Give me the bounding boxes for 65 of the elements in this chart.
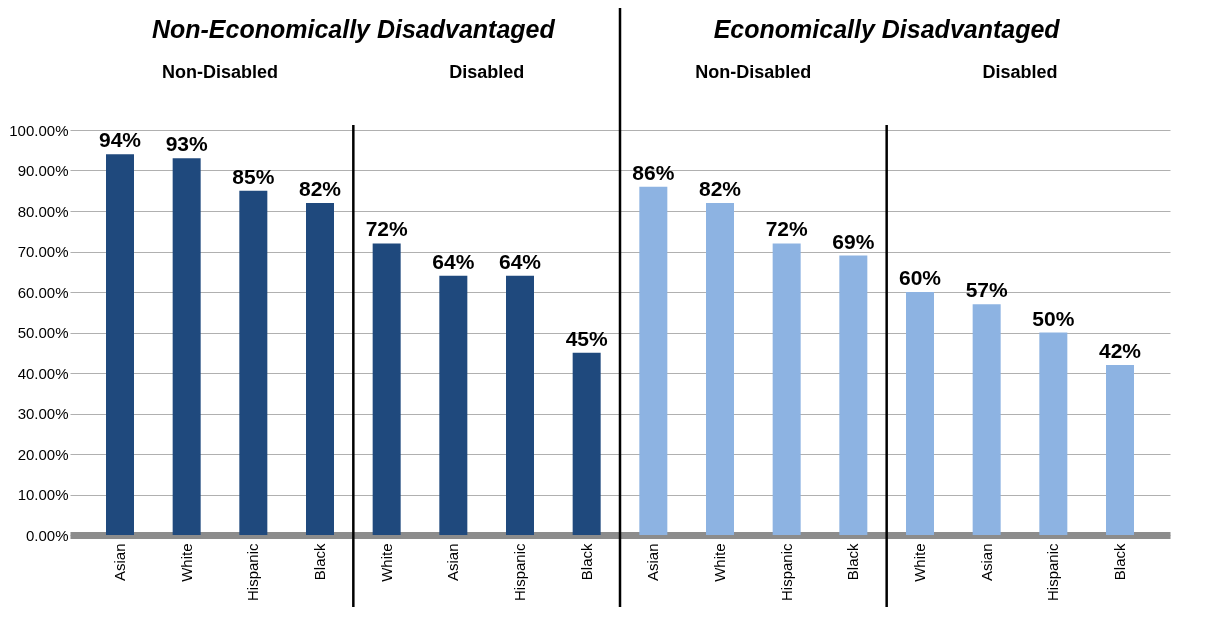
text: Non-Economically Disadvantaged <box>151 15 556 43</box>
bar <box>106 154 134 535</box>
bar <box>506 275 534 535</box>
data-label: 82% <box>298 176 342 200</box>
text: Disabled <box>449 62 525 82</box>
data-label: 57% <box>965 278 1009 302</box>
data-label: 72% <box>765 217 809 241</box>
x-tick-label: Black <box>1111 543 1128 581</box>
data-label: 60% <box>898 266 942 289</box>
x-tick-label: Black <box>311 543 328 581</box>
x-tick-label: Hispanic <box>777 543 795 602</box>
x-tick-label: Hispanic <box>1044 543 1062 602</box>
y-tick-label: 100.00% <box>9 121 69 139</box>
x-tick-label: Black <box>844 543 862 581</box>
data-label: 45% <box>565 326 609 350</box>
data-label: 93% <box>165 132 209 156</box>
y-tick-label: 60.00% <box>17 283 69 301</box>
x-tick-label: Hispanic <box>244 543 262 602</box>
data-label: 50% <box>1032 306 1075 330</box>
y-tick-label: 70.00% <box>17 243 69 260</box>
x-tick-label: Asian <box>444 543 462 582</box>
data-label: 69% <box>832 229 875 253</box>
data-label: 72% <box>365 217 409 241</box>
x-tick-label: White <box>711 543 728 582</box>
bar <box>906 292 934 535</box>
y-tick-label: 0.00% <box>25 526 69 544</box>
x-tick-label: Hispanic <box>511 543 528 602</box>
bar <box>306 202 334 535</box>
x-tick-label: White <box>377 543 395 582</box>
text: Non-Disabled <box>161 62 279 82</box>
x-tick-label: Black <box>577 543 595 581</box>
x-tick-label: White <box>911 543 928 582</box>
x-tick-label: Asian <box>644 543 662 582</box>
data-label: 82% <box>698 176 742 200</box>
bar <box>706 202 734 535</box>
bar <box>772 243 801 535</box>
data-label: 86% <box>632 160 675 184</box>
data-label: 94% <box>98 128 142 152</box>
bar <box>972 304 1001 535</box>
y-tick-label: 30.00% <box>17 405 69 422</box>
y-tick-label: 90.00% <box>17 162 69 179</box>
x-tick-label: Asian <box>111 543 128 582</box>
bar <box>439 275 468 535</box>
bar <box>639 186 668 535</box>
y-tick-label: 10.00% <box>17 486 69 503</box>
data-label: 64% <box>432 249 475 273</box>
x-tick-label: Asian <box>977 543 995 582</box>
bar <box>239 190 268 535</box>
bar <box>1106 364 1134 535</box>
data-label: 85% <box>232 164 275 188</box>
bar <box>172 158 201 535</box>
text: Disabled <box>982 62 1058 82</box>
x-tick-label: White <box>177 543 195 582</box>
text: Economically Disadvantaged <box>713 15 1061 43</box>
data-label: 42% <box>1098 338 1142 362</box>
y-tick-label: 20.00% <box>17 445 69 463</box>
bar <box>572 352 601 535</box>
y-tick-label: 80.00% <box>17 202 69 220</box>
text: Non-Disabled <box>695 62 812 82</box>
y-tick-label: 40.00% <box>17 364 69 382</box>
bar <box>1039 332 1068 535</box>
bar <box>839 255 868 535</box>
y-tick-label: 50.00% <box>17 324 69 341</box>
bar <box>372 243 401 535</box>
data-label: 64% <box>498 249 542 273</box>
